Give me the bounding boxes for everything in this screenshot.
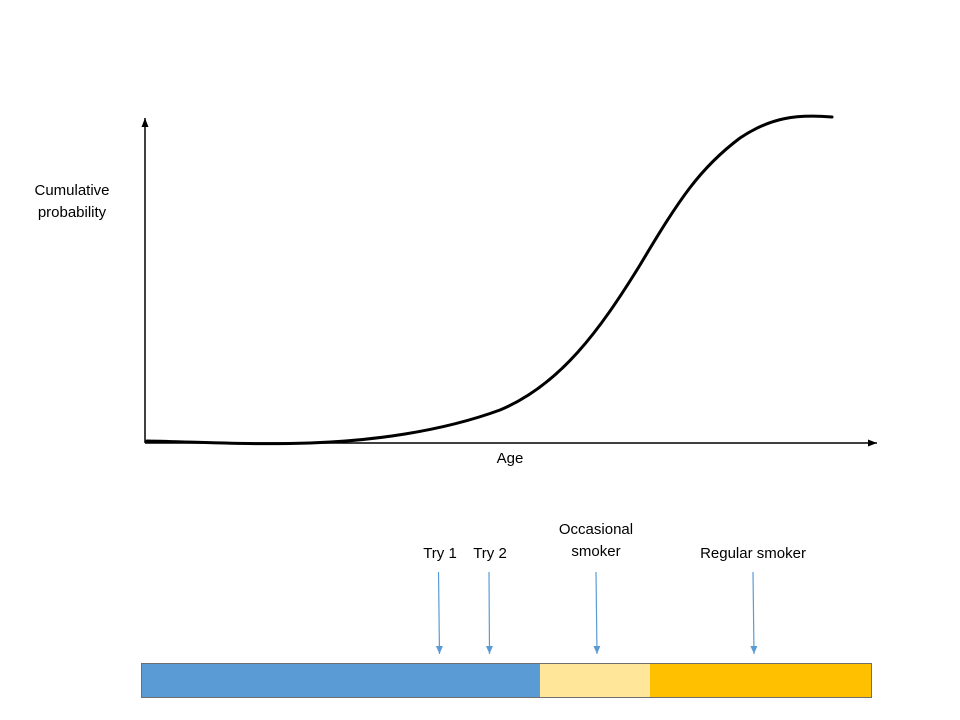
timeline-segment-blue xyxy=(141,663,541,698)
x-axis-label: Age xyxy=(496,450,524,467)
try-2-label: Try 2 xyxy=(473,545,507,562)
try-1-arrow xyxy=(435,571,443,655)
try-1-label: Try 1 xyxy=(423,545,457,562)
y-axis-label: Cumulative probability xyxy=(34,182,110,221)
occasional-smoker-label: Occasional smoker xyxy=(558,521,634,560)
timeline-segment-orange xyxy=(650,663,872,698)
regular-smoker-arrow xyxy=(750,571,758,655)
occasional-smoker-arrow xyxy=(593,571,601,655)
regular-smoker-label: Regular smoker xyxy=(700,545,806,562)
try-2-arrow xyxy=(485,571,493,655)
timeline-segment-light-yellow xyxy=(540,663,651,698)
cumulative-probability-curve xyxy=(145,114,834,446)
